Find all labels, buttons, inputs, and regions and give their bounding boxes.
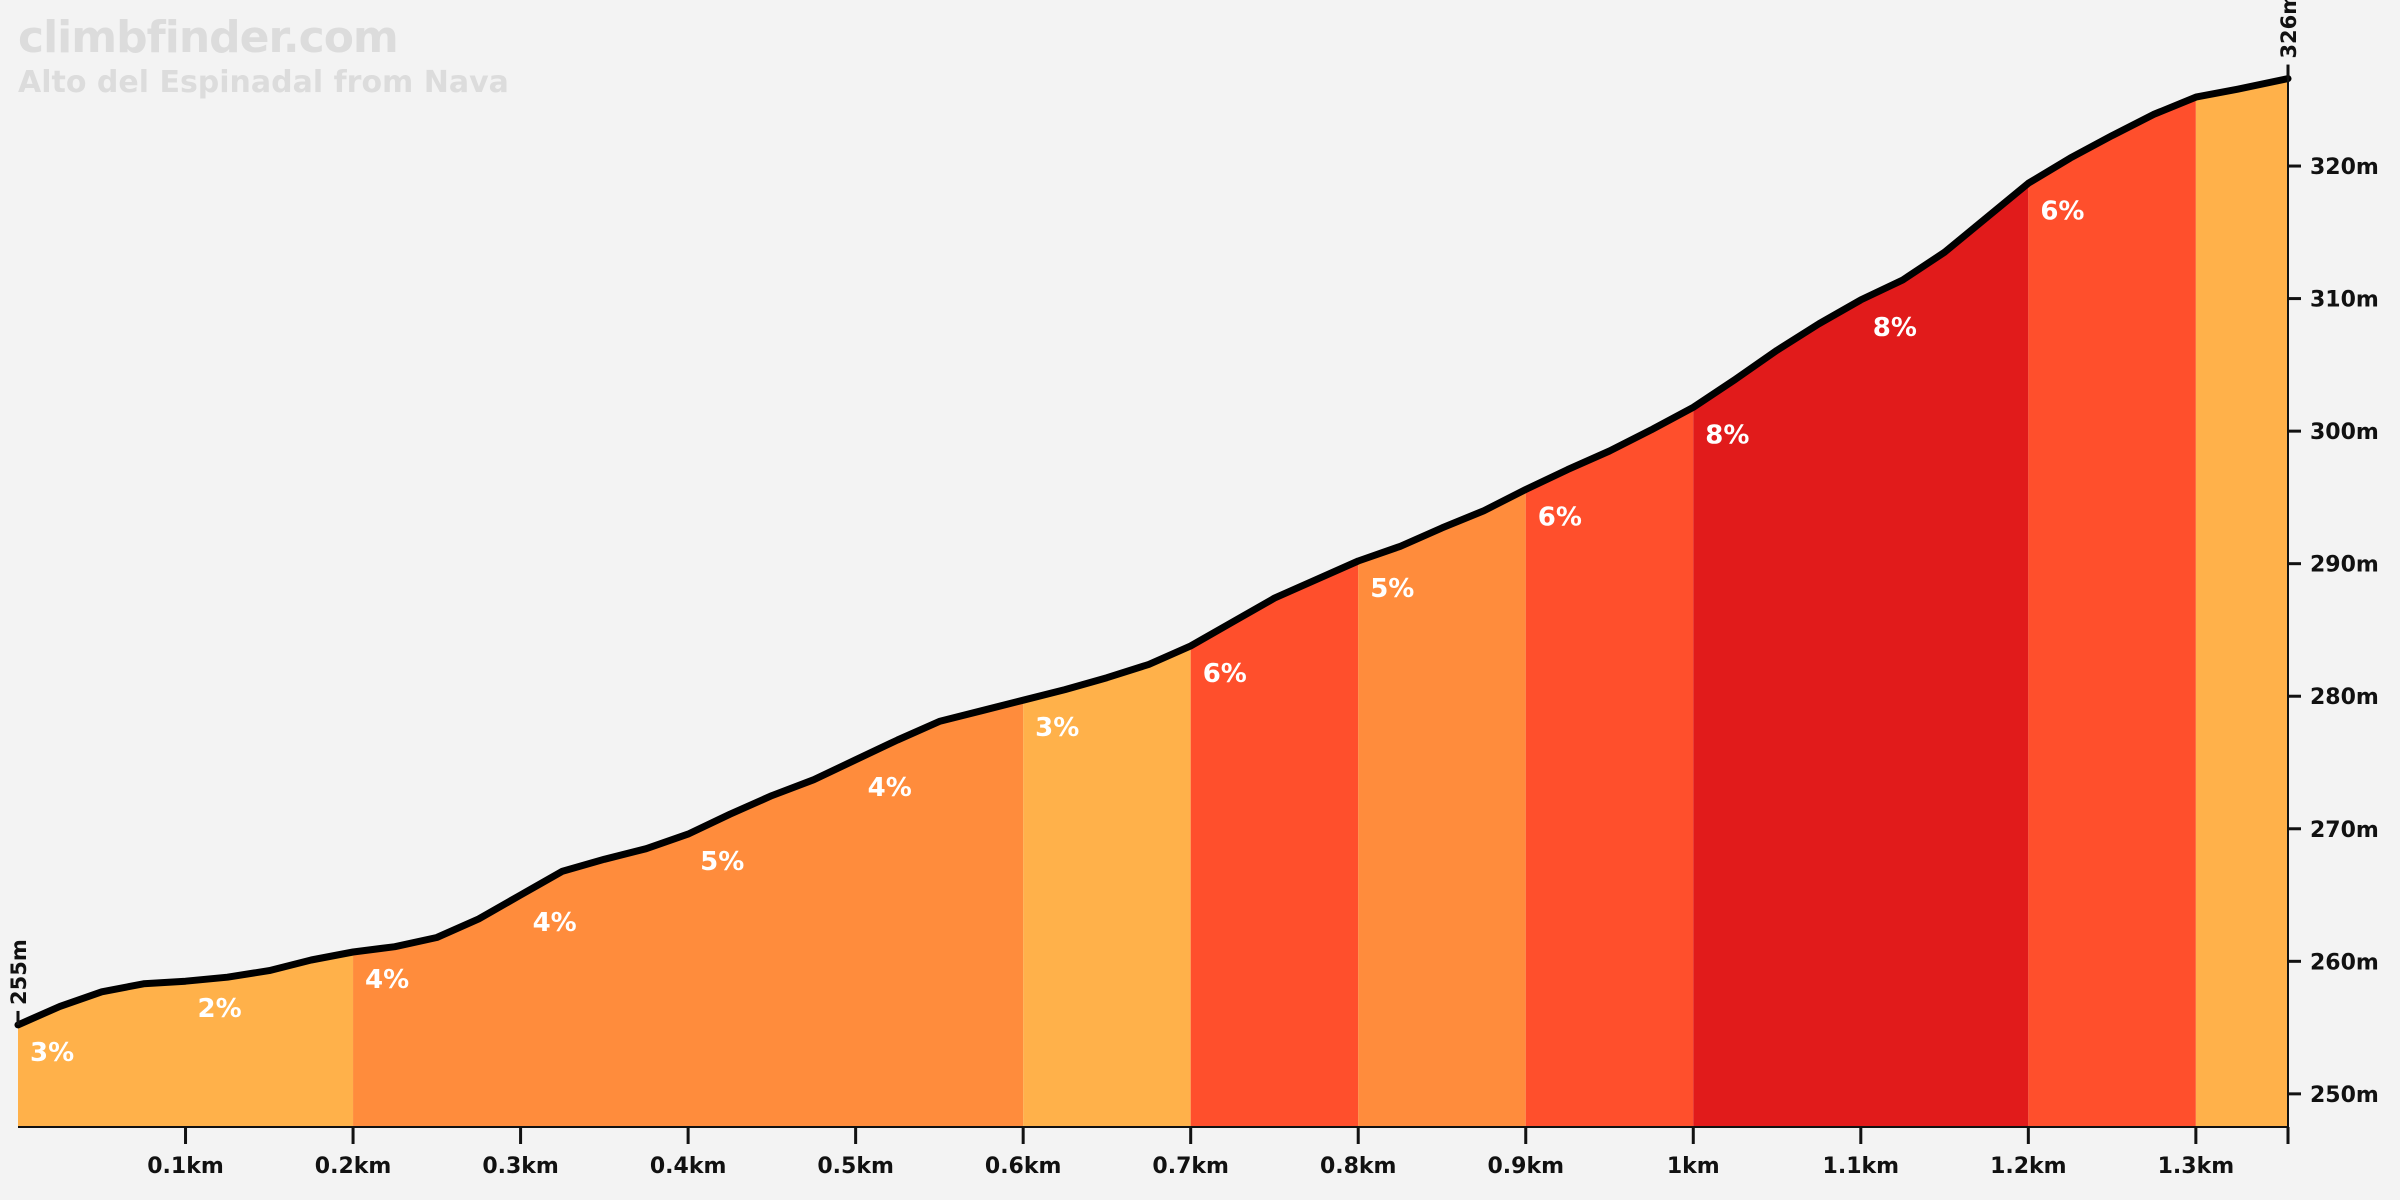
- x-tick-label: 1.3km: [2158, 1154, 2235, 1179]
- climb-name: Alto del Espinadal from Nava: [18, 65, 509, 100]
- y-tick-label: 300m: [2310, 420, 2379, 445]
- x-tick-label: 0.9km: [1487, 1154, 1564, 1179]
- x-tick-label: 0.3km: [482, 1154, 559, 1179]
- grade-segments: [18, 78, 2288, 1127]
- y-tick-label: 310m: [2310, 288, 2379, 313]
- grade-label: 3%: [30, 1038, 74, 1068]
- x-tick-label: 1km: [1667, 1154, 1720, 1179]
- x-tick-label: 0.7km: [1152, 1154, 1229, 1179]
- grade-label: 6%: [1203, 659, 1247, 689]
- y-tick-label: 260m: [2310, 950, 2379, 975]
- grade-segment: [2028, 78, 2196, 1127]
- x-tick-label: 1.1km: [1823, 1154, 1900, 1179]
- y-tick-label: 270m: [2310, 818, 2379, 843]
- grade-label: 5%: [700, 847, 744, 877]
- grade-label: 6%: [2040, 196, 2084, 226]
- grade-segment: [1693, 78, 2029, 1127]
- grade-label: 5%: [1370, 574, 1414, 604]
- endpoint-labels: 255m 326m: [7, 0, 2301, 1025]
- x-axis: 0.1km 0.2km 0.3km 0.4km 0.5km 0.6km 0.7km 0.8km…: [18, 1126, 2290, 1179]
- profile-line-layer: [14, 75, 2292, 1029]
- branding: climbfinder.com Alto del Espinadal from …: [18, 16, 509, 98]
- x-tick-label: 0.6km: [985, 1154, 1062, 1179]
- x-tick-label: 0.1km: [147, 1154, 224, 1179]
- grade-segment: [353, 78, 1024, 1127]
- start-elevation-label: 255m: [7, 939, 31, 1005]
- grade-segment: [1023, 78, 1191, 1127]
- y-axis: 250m 260m 270m 280m 290m 300m 310m 320m: [2287, 78, 2379, 1127]
- grade-label: 4%: [365, 965, 409, 995]
- y-tick-label: 320m: [2310, 155, 2379, 180]
- grade-segment: [1190, 78, 1359, 1127]
- grade-label: 8%: [1873, 313, 1917, 343]
- grade-label: 2%: [198, 994, 242, 1024]
- grade-label: 6%: [1538, 502, 1582, 532]
- x-tick-label: 1.2km: [1990, 1154, 2067, 1179]
- grade-label: 4%: [533, 908, 577, 938]
- y-tick-label: 290m: [2310, 553, 2379, 578]
- x-tick-label: 0.2km: [315, 1154, 392, 1179]
- grade-label: 3%: [1035, 713, 1079, 743]
- profile-line: [14, 75, 2292, 1029]
- site-name[interactable]: climbfinder.com: [18, 12, 399, 63]
- x-tick-label: 0.8km: [1320, 1154, 1397, 1179]
- x-tick-label: 0.5km: [817, 1154, 894, 1179]
- grade-label: 4%: [868, 773, 912, 803]
- grade-segment: [1525, 78, 1694, 1127]
- x-tick-label: 0.4km: [650, 1154, 727, 1179]
- grade-segment: [2195, 78, 2288, 1127]
- grade-labels: 3% 2% 4% 4% 5% 4% 3% 6% 5% 6% 8% 8% 6%: [30, 196, 2084, 1068]
- grade-label: 8%: [1705, 420, 1749, 450]
- y-tick-label: 250m: [2310, 1083, 2379, 1108]
- end-elevation-label: 326m: [2277, 0, 2301, 59]
- y-tick-label: 280m: [2310, 685, 2379, 710]
